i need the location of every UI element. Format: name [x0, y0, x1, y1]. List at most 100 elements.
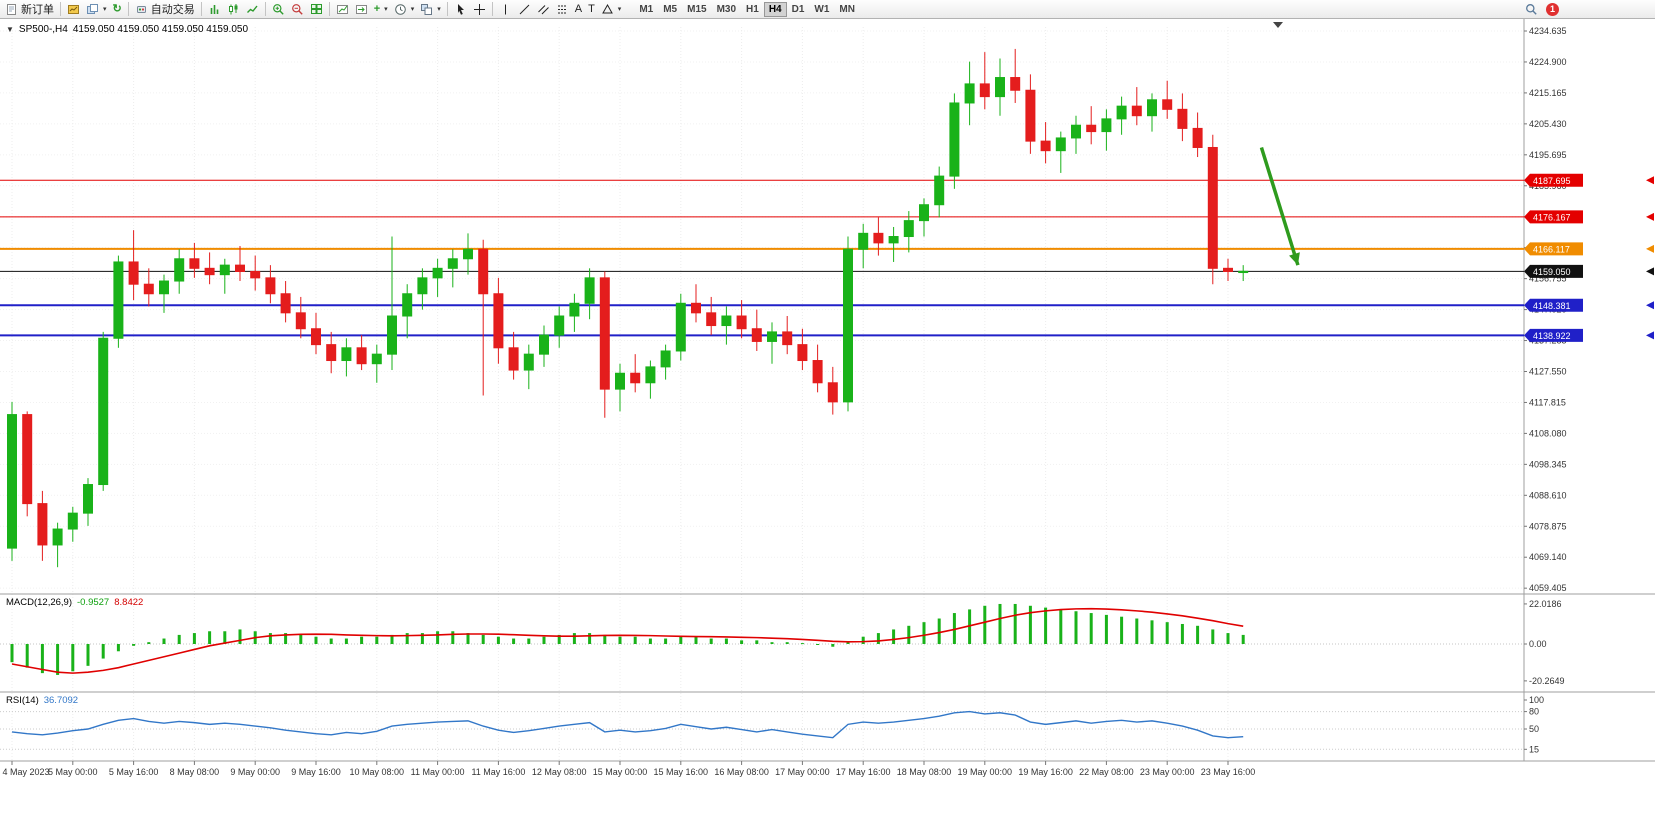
- svg-text:4156.755: 4156.755: [1529, 274, 1567, 284]
- refresh-icon: ↻: [112, 2, 122, 15]
- chart-canvas[interactable]: 4234.635 4224.900 4215.165 4205.430 4195.695…: [0, 19, 1655, 826]
- tf-d1-button[interactable]: D1: [791, 3, 805, 15]
- text-tool-button[interactable]: A: [572, 1, 585, 18]
- chart-window[interactable]: 4234.635 4224.900 4215.165 4205.430 4195.695…: [0, 19, 1655, 826]
- trendline-icon: [518, 3, 531, 16]
- tf-m1-button[interactable]: M1: [639, 3, 654, 15]
- svg-text:4215.165: 4215.165: [1529, 88, 1567, 98]
- tf-m5-button[interactable]: M5: [663, 3, 678, 15]
- svg-text:4069.140: 4069.140: [1529, 552, 1567, 562]
- svg-text:4117.815: 4117.815: [1529, 397, 1566, 407]
- chart-grid: [0, 27, 1524, 761]
- price-axis[interactable]: 4234.635 4224.900 4215.165 4205.430 4195.695…: [1524, 26, 1654, 593]
- trend-arrow-annotation[interactable]: [1259, 146, 1300, 266]
- templates-dropdown[interactable]: ▾: [417, 1, 444, 18]
- auto-trading-label: 自动交易: [150, 4, 195, 16]
- trendline-button[interactable]: [515, 1, 534, 18]
- crosshair-icon: [473, 3, 486, 16]
- timeframe-group: M1 M5 M15 M30 H1 H4 D1 W1 MN: [634, 1, 860, 17]
- svg-text:4 May 2023: 4 May 2023: [2, 767, 49, 777]
- templates-caret-icon: ▾: [437, 6, 441, 13]
- indicator-window-button[interactable]: [333, 1, 352, 18]
- toolbar-separator: [200, 2, 202, 16]
- svg-text:4088.610: 4088.610: [1529, 490, 1567, 500]
- fibonacci-icon: [556, 3, 569, 16]
- chart-ohlc: 4159.050 4159.050 4159.050 4159.050: [72, 24, 249, 35]
- new-chart-caret-icon: ▾: [384, 6, 388, 13]
- auto-trading-button[interactable]: 自动交易: [132, 1, 198, 18]
- period-dropdown[interactable]: ▾: [391, 1, 418, 18]
- svg-text:80: 80: [1529, 707, 1539, 717]
- tf-m15-button[interactable]: M15: [687, 3, 707, 15]
- label-icon: T: [588, 2, 595, 15]
- candlestick-chart-button[interactable]: [224, 1, 243, 18]
- tf-m30-button[interactable]: M30: [716, 3, 737, 15]
- chart-shift-icon: [355, 3, 368, 16]
- toolbar-separator: [446, 2, 448, 16]
- chart-shift-button[interactable]: [352, 1, 371, 18]
- toolbar-separator: [60, 2, 61, 16]
- tf-mn-button[interactable]: MN: [839, 3, 855, 15]
- new-chart-icon: +: [373, 2, 381, 15]
- chart-shift-marker: [1273, 22, 1283, 28]
- svg-text:11 May 00:00: 11 May 00:00: [411, 767, 465, 777]
- timeframe-clock-icon: [394, 3, 407, 16]
- channel-icon: [537, 3, 550, 16]
- new-order-label: 新订单: [21, 4, 54, 16]
- svg-text:4195.695: 4195.695: [1529, 150, 1567, 160]
- candles: [7, 48, 1249, 568]
- macd-header: MACD(12,26,9) -0.9527 8.8422: [6, 597, 143, 608]
- profiles-caret-icon: ▾: [103, 6, 107, 13]
- vertical-line-icon: [499, 3, 512, 16]
- new-order-button[interactable]: 新订单: [2, 1, 57, 18]
- vertical-line-button[interactable]: [496, 1, 515, 18]
- svg-text:19 May 00:00: 19 May 00:00: [958, 767, 1013, 777]
- macd-signal-value: 8.8422: [114, 597, 144, 608]
- svg-text:4138.922: 4138.922: [1533, 331, 1571, 341]
- zoom-in-button[interactable]: [269, 1, 288, 18]
- svg-text:15 May 16:00: 15 May 16:00: [654, 767, 709, 777]
- toolbar-separator: [491, 2, 493, 16]
- notification-badge[interactable]: 1: [1546, 2, 1559, 16]
- bar-chart-button[interactable]: [205, 1, 224, 18]
- charts-window-button[interactable]: [64, 1, 83, 18]
- tile-windows-button[interactable]: [307, 1, 326, 18]
- svg-text:4205.430: 4205.430: [1529, 119, 1567, 129]
- macd-label: MACD(12,26,9): [6, 597, 72, 608]
- charts-window-icon: [67, 3, 80, 16]
- chart-symbol-period: SP500-,H4: [18, 24, 68, 35]
- label-tool-button[interactable]: T: [585, 1, 598, 18]
- svg-text:17 May 00:00: 17 May 00:00: [775, 767, 830, 777]
- search-icon[interactable]: [1525, 3, 1538, 16]
- one-click-collapse-icon[interactable]: ▼: [6, 25, 14, 34]
- cursor-icon: [454, 3, 467, 16]
- svg-text:18 May 08:00: 18 May 08:00: [897, 767, 952, 777]
- horizontal-lines[interactable]: [0, 179, 1524, 337]
- svg-text:16 May 08:00: 16 May 08:00: [714, 767, 769, 777]
- tf-h1-button[interactable]: H1: [746, 3, 759, 15]
- svg-text:9 May 00:00: 9 May 00:00: [230, 767, 280, 777]
- new-chart-dropdown[interactable]: + ▾: [371, 1, 391, 18]
- svg-text:4078.875: 4078.875: [1529, 521, 1567, 531]
- shapes-dropdown[interactable]: ▾: [598, 1, 625, 18]
- crosshair-button[interactable]: [470, 1, 489, 18]
- svg-text:4127.550: 4127.550: [1529, 366, 1567, 376]
- svg-text:22 May 08:00: 22 May 08:00: [1079, 767, 1134, 777]
- svg-text:23 May 00:00: 23 May 00:00: [1140, 767, 1195, 777]
- channel-button[interactable]: [534, 1, 553, 18]
- svg-text:11 May 16:00: 11 May 16:00: [471, 767, 525, 777]
- svg-text:15 May 00:00: 15 May 00:00: [593, 767, 648, 777]
- svg-text:0.00: 0.00: [1529, 639, 1547, 649]
- shapes-icon: [601, 3, 614, 16]
- tf-w1-button[interactable]: W1: [814, 3, 830, 15]
- cursor-button[interactable]: [451, 1, 470, 18]
- profiles-button[interactable]: ▾: [83, 1, 110, 18]
- line-chart-button[interactable]: [243, 1, 262, 18]
- zoom-out-button[interactable]: [288, 1, 307, 18]
- refresh-button[interactable]: ↻: [110, 1, 125, 18]
- fibonacci-button[interactable]: [553, 1, 572, 18]
- tf-h4-button[interactable]: H4: [763, 1, 787, 17]
- svg-text:4108.080: 4108.080: [1529, 428, 1567, 438]
